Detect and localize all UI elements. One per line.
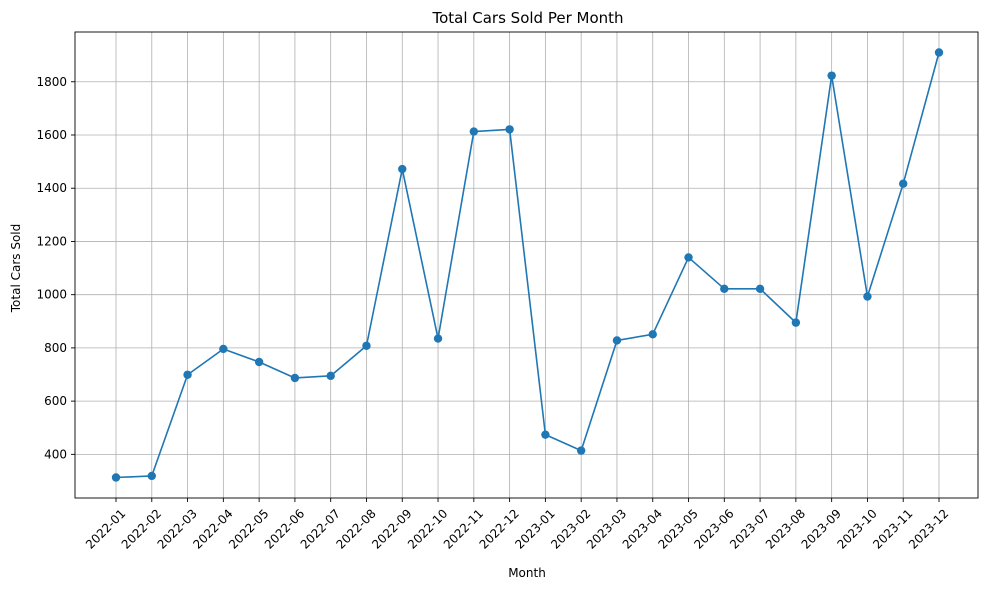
data-point <box>863 292 872 301</box>
data-point <box>326 371 335 381</box>
data-point <box>720 284 729 294</box>
data-point <box>433 334 443 343</box>
x-axis-label: Month <box>508 566 546 580</box>
data-point <box>684 253 693 262</box>
data-point <box>254 357 264 367</box>
series-line <box>115 52 940 479</box>
data-point <box>755 284 765 294</box>
y-tick-label: 400 <box>44 447 67 461</box>
data-point <box>505 125 514 134</box>
data-point <box>398 164 407 174</box>
grid-layer <box>75 32 978 498</box>
y-tick-label: 1200 <box>36 234 67 248</box>
data-point <box>147 471 156 481</box>
data-point <box>899 179 908 188</box>
data-point <box>219 344 228 354</box>
data-point <box>791 318 801 327</box>
y-tick-label: 1400 <box>36 181 67 195</box>
data-point <box>183 370 192 379</box>
plot-frame <box>74 31 979 499</box>
data-point <box>827 71 836 80</box>
chart-title: Total Cars Sold Per Month <box>431 9 623 27</box>
data-point <box>612 336 622 345</box>
data-point <box>934 48 944 57</box>
data-point <box>541 430 550 439</box>
data-point <box>362 341 371 350</box>
y-tick-label: 1800 <box>36 75 67 89</box>
y-tick-label: 800 <box>44 341 67 355</box>
y-tick-label: 600 <box>44 394 67 408</box>
data-point <box>648 330 657 339</box>
y-tick-label: 1600 <box>36 128 67 142</box>
data-point <box>290 373 300 383</box>
series-layer <box>111 48 944 482</box>
data-point <box>576 446 586 455</box>
data-point <box>469 127 479 136</box>
x-tick-label: 2023-12 <box>906 506 951 551</box>
data-point <box>111 473 121 482</box>
y-axis-label: Total Cars Sold <box>9 224 23 313</box>
y-tick-label: 1000 <box>36 288 67 302</box>
